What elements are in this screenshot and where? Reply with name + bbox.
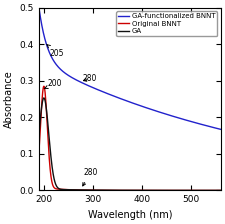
GA: [47, 127, 50, 130]
Y-axis label: Absorbance: Absorbance: [4, 70, 14, 128]
GA: [43, 97, 45, 99]
GA-functionalized BNNT: [121, 98, 124, 101]
GA: [214, 189, 217, 192]
Line: GA: GA: [39, 98, 221, 190]
GA: [181, 189, 184, 192]
GA-functionalized BNNT: [214, 127, 217, 129]
Original BNNT: [38, 150, 40, 153]
GA-functionalized BNNT: [181, 118, 184, 120]
Original BNNT: [214, 189, 217, 192]
Line: GA-functionalized BNNT: GA-functionalized BNNT: [39, 8, 221, 129]
GA-functionalized BNNT: [47, 48, 50, 51]
Original BNNT: [43, 85, 45, 88]
Original BNNT: [214, 189, 217, 192]
X-axis label: Wavelength (nm): Wavelength (nm): [88, 210, 172, 220]
Text: 200: 200: [45, 79, 62, 88]
Original BNNT: [219, 189, 222, 192]
GA-functionalized BNNT: [126, 100, 129, 103]
GA: [121, 189, 124, 192]
Text: 205: 205: [47, 44, 64, 58]
GA: [126, 189, 129, 192]
GA: [38, 133, 40, 135]
GA: [219, 189, 222, 192]
Original BNNT: [126, 189, 129, 192]
Legend: GA-functionalized BNNT, Original BNNT, GA: GA-functionalized BNNT, Original BNNT, G…: [116, 11, 217, 36]
Line: Original BNNT: Original BNNT: [39, 86, 221, 190]
Original BNNT: [181, 189, 184, 192]
GA-functionalized BNNT: [38, 6, 40, 9]
Text: 280: 280: [82, 74, 97, 83]
GA-functionalized BNNT: [219, 128, 222, 131]
Original BNNT: [47, 143, 50, 146]
Original BNNT: [121, 189, 124, 192]
GA-functionalized BNNT: [214, 127, 217, 129]
GA: [214, 189, 217, 192]
Text: 280: 280: [83, 168, 98, 186]
